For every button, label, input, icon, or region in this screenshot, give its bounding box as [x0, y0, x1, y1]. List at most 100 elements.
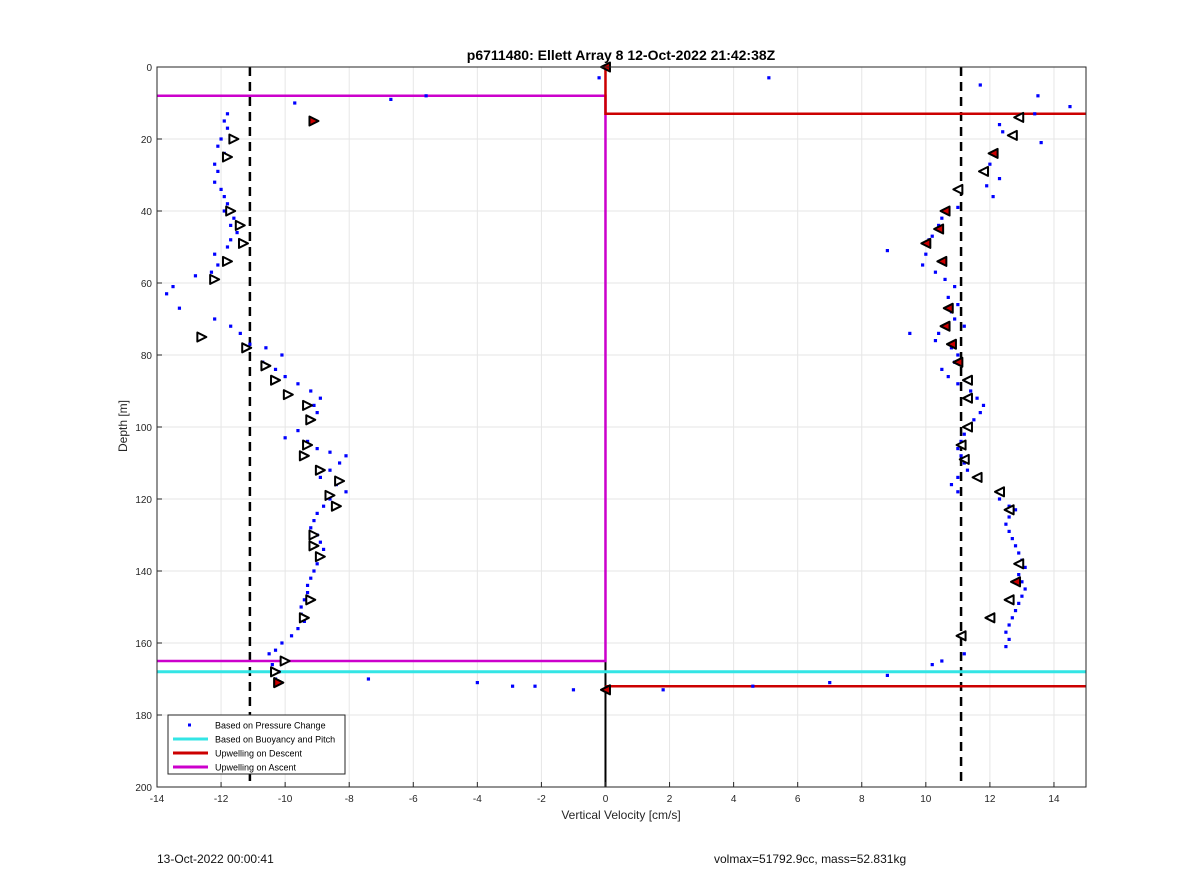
- x-tick-label: -6: [409, 794, 418, 805]
- pressure-change-point: [1013, 508, 1018, 512]
- triangle-marker: [308, 529, 320, 541]
- y-tick-label: 200: [135, 783, 152, 794]
- triangle-marker: [955, 630, 967, 642]
- pressure-change-point: [953, 317, 957, 321]
- pressure-change-point: [213, 317, 217, 321]
- y-tick-label: 20: [141, 135, 153, 146]
- triangle-marker: [270, 374, 282, 386]
- pressure-change-point: [962, 432, 966, 436]
- pressure-change-point: [337, 461, 342, 465]
- y-tick-label: 160: [135, 639, 152, 650]
- pressure-change-point: [661, 688, 665, 692]
- pressure-change-point: [315, 411, 319, 415]
- axes: -14 -12 -10 -8 -6 -4 -2 0 2 4 6 8 10 12 14020406080100…: [135, 63, 1087, 805]
- triangle-marker: [225, 205, 237, 217]
- pressure-change-point: [956, 490, 960, 494]
- upwelling-descent-line: [604, 67, 1086, 116]
- red-triangle-marker: [1010, 576, 1022, 588]
- pressure-change-point: [305, 439, 310, 443]
- pressure-change-point: [1039, 141, 1043, 145]
- pressure-change-point: [289, 634, 294, 638]
- pressure-change-point: [1010, 616, 1014, 620]
- triangle-marker: [330, 500, 342, 512]
- y-tick-label: 100: [135, 423, 152, 434]
- pressure-change-point: [302, 598, 306, 602]
- triangle-marker: [221, 255, 233, 267]
- pressure-change-point: [533, 684, 537, 688]
- pressure-change-point: [956, 353, 960, 357]
- grid: [156, 66, 1086, 788]
- pressure-change-point: [933, 270, 938, 274]
- red-triangle-marker: [939, 205, 951, 217]
- x-tick-label: 12: [984, 794, 996, 805]
- triangle-marker: [298, 450, 310, 462]
- pressure-change-point: [924, 252, 928, 256]
- pressure-change-point: [885, 673, 889, 677]
- pressure-change-point: [225, 202, 230, 206]
- pressure-change-point: [767, 76, 771, 80]
- pressure-change-point: [293, 101, 297, 105]
- triangle-marker: [1013, 111, 1025, 123]
- pressure-change-point: [1017, 601, 1021, 605]
- pressure-change-point: [751, 684, 755, 688]
- pressure-change-point: [1010, 537, 1014, 541]
- pressure-change-point: [978, 83, 982, 87]
- y-tick-label: 80: [141, 351, 153, 362]
- pressure-change-point: [270, 663, 274, 667]
- pressure-change-point: [321, 547, 326, 551]
- pressure-change-point: [972, 418, 976, 422]
- y-tick-label: 40: [141, 207, 153, 218]
- x-tick-label: -2: [537, 794, 546, 805]
- pressure-change-point: [975, 396, 979, 400]
- y-tick-label: 0: [146, 63, 152, 74]
- pressure-change-point: [930, 234, 934, 238]
- y-tick-label: 180: [135, 711, 152, 722]
- chart-title: p6711480: Ellett Array 8 12-Oct-2022 21:…: [467, 47, 776, 63]
- red-triangle-marker: [942, 302, 954, 314]
- triangle-marker: [279, 655, 291, 667]
- pressure-change-points: [165, 76, 1072, 692]
- x-tick-label: 14: [1048, 794, 1060, 805]
- pressure-change-point: [1013, 609, 1018, 613]
- triangle-markers: [196, 61, 1025, 696]
- pressure-change-point: [280, 353, 284, 357]
- triangle-marker: [994, 486, 1006, 498]
- pressure-change-point: [965, 468, 970, 472]
- pressure-change-point: [238, 331, 242, 335]
- pressure-change-point: [956, 475, 960, 479]
- pressure-change-point: [312, 569, 316, 573]
- pressure-change-point: [213, 252, 217, 256]
- legend-entry: Based on Pressure Change: [215, 721, 326, 731]
- red-triangle-marker: [952, 356, 964, 368]
- pressure-change-point: [318, 475, 322, 479]
- pressure-change-point: [953, 285, 957, 289]
- pressure-change-point: [193, 274, 198, 278]
- pressure-change-point: [956, 205, 960, 209]
- pressure-change-point: [302, 619, 306, 623]
- triangle-marker: [237, 237, 249, 249]
- triangle-marker: [196, 331, 208, 343]
- pressure-change-point: [389, 97, 393, 101]
- legend-entry: Upwelling on Ascent: [215, 763, 297, 773]
- pressure-change-point: [171, 285, 175, 289]
- triangle-marker: [961, 421, 973, 433]
- pressure-change-point: [216, 263, 220, 267]
- triangle-marker: [228, 133, 240, 145]
- pressure-change-point: [273, 648, 278, 652]
- pressure-change-point: [959, 439, 963, 443]
- pressure-change-point: [956, 447, 960, 451]
- x-tick-label: 2: [667, 794, 673, 805]
- triangle-marker: [314, 551, 326, 563]
- pressure-change-point: [940, 367, 944, 371]
- pressure-change-point: [209, 270, 214, 274]
- pressure-change-point: [1004, 645, 1008, 649]
- pressure-change-point: [1023, 565, 1027, 569]
- pressure-change-point: [1023, 587, 1027, 591]
- x-axis-label: Vertical Velocity [cm/s]: [561, 808, 680, 822]
- pressure-change-point: [1004, 630, 1008, 634]
- pressure-change-point: [213, 180, 217, 184]
- pressure-change-point: [985, 184, 989, 188]
- pressure-change-point: [1017, 573, 1021, 577]
- pressure-change-point: [222, 209, 226, 213]
